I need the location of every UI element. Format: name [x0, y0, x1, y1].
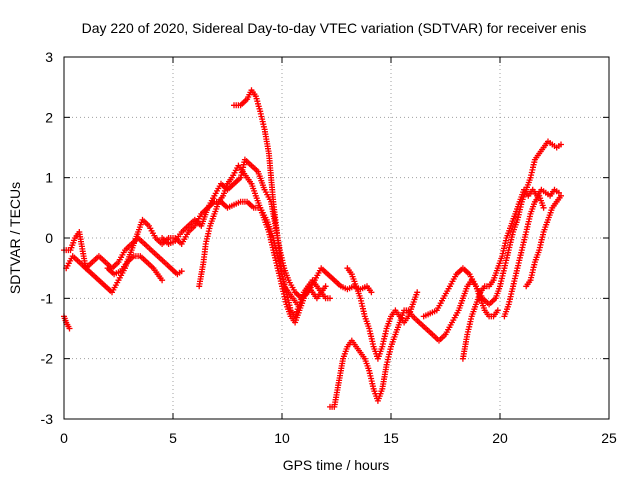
axis-ticks: 0 5 10 15 20 25 -3 -2 -1 0 1 2 3 [41, 49, 617, 446]
y-tick-label: 1 [45, 170, 53, 186]
x-tick-label: 5 [169, 430, 177, 446]
plus-markers [459, 186, 562, 362]
chart-title: Day 220 of 2020, Sidereal Day-to-day VTE… [82, 20, 587, 36]
plus-markers [523, 192, 564, 290]
series-track-6 [196, 162, 333, 326]
y-tick-label: -2 [41, 351, 54, 367]
series-track-13 [523, 192, 564, 290]
x-tick-label: 15 [383, 430, 399, 446]
plus-markers [344, 265, 421, 362]
plus-markers [501, 192, 547, 320]
y-axis-label: SDTVAR / TECUs [7, 182, 23, 294]
y-tick-label: 0 [45, 230, 53, 246]
x-tick-label: 10 [274, 430, 290, 446]
series-track-11 [459, 186, 562, 362]
series-track-9 [344, 265, 421, 362]
series-track-10 [420, 138, 564, 320]
x-tick-label: 20 [492, 430, 508, 446]
y-tick-label: -3 [41, 411, 54, 427]
x-tick-label: 25 [601, 430, 617, 446]
plus-markers [104, 253, 166, 284]
plus-markers [196, 162, 333, 326]
plus-markers [420, 138, 564, 320]
series-track-12 [501, 192, 547, 320]
plus-markers [231, 87, 301, 308]
data-marks [61, 87, 564, 410]
x-axis-label: GPS time / hours [283, 457, 390, 473]
grid-lines [64, 57, 609, 419]
y-tick-label: -1 [41, 290, 54, 306]
plus-markers [63, 235, 185, 278]
x-tick-label: 0 [60, 430, 68, 446]
series-track-7 [231, 87, 301, 308]
series-track-3 [63, 235, 185, 278]
series-track-4 [104, 253, 166, 284]
y-tick-label: 2 [45, 109, 53, 125]
y-tick-label: 3 [45, 49, 53, 65]
